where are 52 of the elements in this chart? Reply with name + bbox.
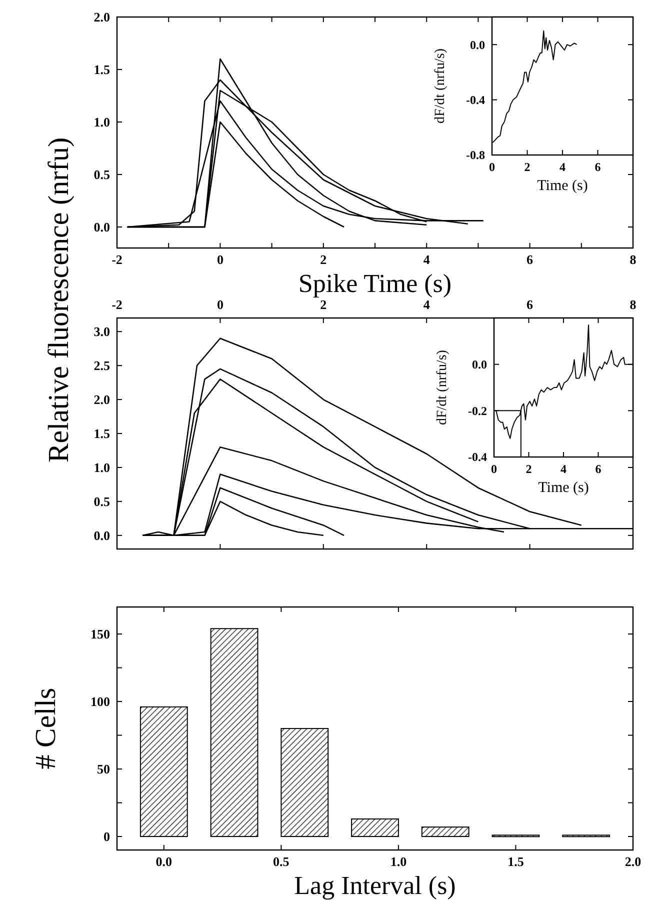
y-tick-label: 150 <box>90 626 110 642</box>
y-tick-label: 0.0 <box>94 528 110 543</box>
y-tick-label: 3.0 <box>94 324 110 340</box>
x-tick-label: 6 <box>526 252 534 267</box>
x-tick-label: 1.0 <box>390 854 407 869</box>
y-tick-label: 0 <box>104 829 110 844</box>
x-tick-label: 1.5 <box>508 854 524 869</box>
y-tick-label: -0.2 <box>468 404 487 418</box>
x-tick-label: 8 <box>630 297 637 312</box>
y-tick-label: -0.4 <box>468 450 487 464</box>
y-tick-label: -0.8 <box>466 148 485 162</box>
y-tick-label: 2.0 <box>94 10 110 25</box>
y-axis-title: dF/dt (nrfu/s) <box>435 350 450 426</box>
x-tick-label: -2 <box>112 297 122 312</box>
x-tick-label: -2 <box>112 252 122 267</box>
y-tick-label: 0.0 <box>94 220 110 235</box>
y-axis-title: Relative fluorescence (nrfu) <box>43 137 75 463</box>
y-axis-title: # Cells <box>30 688 62 770</box>
x-axis-title: Spike Time (s) <box>298 269 452 298</box>
y-tick-label: 2.0 <box>94 392 110 408</box>
y-tick-label: 0.0 <box>472 358 487 372</box>
x-tick-label: 4 <box>423 252 430 267</box>
x-tick-label: 4 <box>560 160 566 174</box>
y-tick-label: 1.5 <box>94 426 110 442</box>
x-tick-label: 0.5 <box>273 854 290 869</box>
x-tick-label: 4 <box>560 462 566 476</box>
x-axis-title: Time (s) <box>538 480 589 496</box>
y-tick-label: 1.0 <box>94 114 110 130</box>
x-tick-label: 2 <box>320 297 327 312</box>
x-tick-label: 6 <box>526 297 534 312</box>
x-axis-title: Time (s) <box>537 178 588 194</box>
y-tick-label: -0.4 <box>466 93 485 107</box>
x-tick-label: 4 <box>423 297 430 312</box>
x-axis-title: Lag Interval (s) <box>294 871 456 900</box>
x-tick-label: 6 <box>594 160 601 174</box>
x-tick-label: 0 <box>491 462 497 476</box>
x-tick-label: 2 <box>524 160 530 174</box>
x-tick-label: 6 <box>595 462 602 476</box>
x-tick-label: 0.0 <box>156 854 172 869</box>
y-axis-title: dF/dt (nrfu/s) <box>433 48 448 124</box>
y-tick-label: 2.5 <box>94 358 110 374</box>
x-tick-label: 0 <box>216 297 224 312</box>
x-tick-label: 2 <box>526 462 532 476</box>
y-tick-label: 100 <box>90 694 110 710</box>
y-tick-label: 0.0 <box>470 38 485 52</box>
x-tick-label: 2.0 <box>624 854 642 869</box>
x-tick-label: 0 <box>216 252 224 267</box>
x-tick-label: 8 <box>630 252 637 267</box>
y-tick-label: 50 <box>97 762 110 777</box>
y-tick-label: 0.5 <box>94 494 110 509</box>
y-tick-label: 1.5 <box>94 62 110 78</box>
x-tick-label: 2 <box>320 252 327 267</box>
